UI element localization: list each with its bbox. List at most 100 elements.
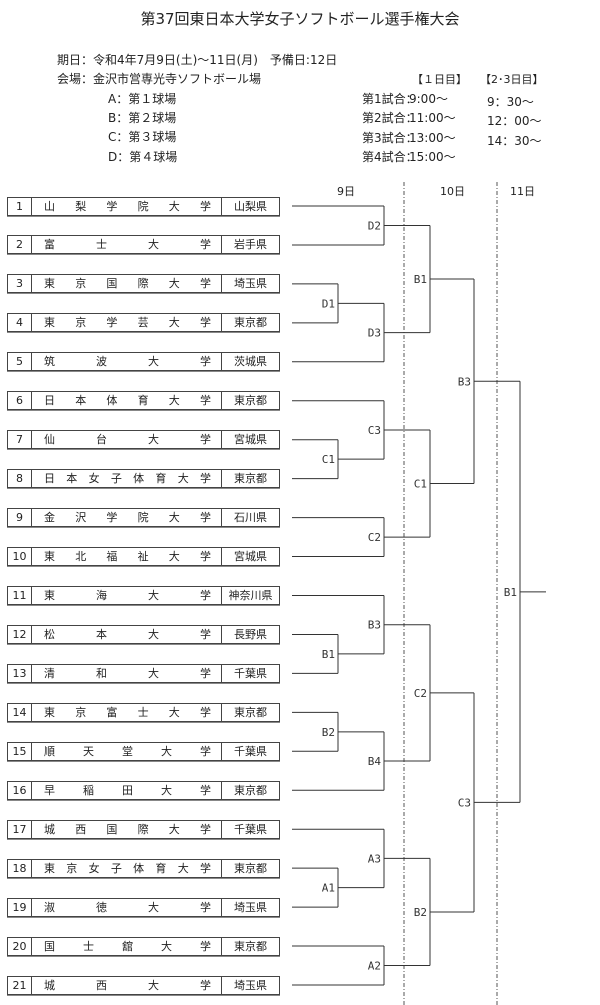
team-prefecture: 東京都 [234, 939, 267, 953]
team-row: 19 淑徳大学 埼玉県 [7, 897, 280, 917]
team-name: 国士舘大学 [32, 937, 222, 955]
team-prefecture: 宮城県 [234, 550, 267, 564]
team-number: 5 [8, 353, 32, 371]
match-label: D2 [368, 219, 381, 232]
team-prefecture: 宮城県 [234, 433, 267, 447]
game-time-day1: 15:00～ [409, 149, 456, 164]
match-label: A2 [368, 960, 381, 973]
team-row: 2 富士大学 岩手県 [7, 235, 280, 255]
match-label: B1 [322, 648, 335, 661]
day1-header: 【１日目】 [412, 73, 467, 86]
team-row: 3 東京国際大学 埼玉県 [7, 274, 280, 294]
team-name: 清和大学 [32, 664, 222, 682]
team-name: 日本体育大学 [32, 392, 222, 410]
team-prefecture: 岩手県 [234, 238, 267, 252]
match-label: B1 [504, 586, 517, 599]
team-prefecture: 埼玉県 [234, 277, 267, 291]
team-number: 4 [8, 314, 32, 332]
match-label: B4 [368, 755, 382, 768]
team-name: 東京国際大学 [32, 275, 222, 293]
field-b: B：第２球場 [108, 111, 177, 125]
team-row: 1 山梨学院大学 山梨県 [7, 196, 280, 216]
team-row: 13 清和大学 千葉県 [7, 663, 280, 683]
match-label: B3 [368, 619, 381, 632]
team-name: 東北福祉大学 [32, 548, 222, 566]
match-label: D3 [368, 327, 381, 340]
team-name: 松本大学 [32, 625, 222, 643]
team-row: 18 東京女子体育大学 東京都 [7, 858, 280, 878]
day-header-10: 10日 [440, 185, 465, 198]
team-row: 9 金沢学院大学 石川県 [7, 508, 280, 528]
team-name: 日本女子体育大学 [32, 470, 222, 488]
team-number: 8 [8, 470, 32, 488]
match-label: C1 [322, 453, 335, 466]
game-label: 第2試合： [362, 111, 418, 126]
team-row: 11 東海大学 神奈川県 [7, 586, 280, 605]
game-label: 第4試合： [362, 149, 418, 164]
field-c: C：第３球場 [108, 130, 177, 144]
match-label: B3 [458, 375, 471, 388]
team-row: 4 東京学芸大学 東京都 [7, 313, 280, 333]
game-time-day1: 11:00～ [409, 111, 456, 126]
team-number: 11 [8, 587, 32, 604]
team-name: 順天堂大学 [32, 742, 222, 760]
team-number: 7 [8, 431, 32, 449]
match-label: C3 [458, 796, 471, 809]
team-prefecture: 埼玉県 [234, 978, 267, 992]
game-time-day1: 13:00～ [409, 130, 456, 145]
team-row: 17 城西国際大学 千葉県 [7, 819, 280, 839]
team-row: 20 国士舘大学 東京都 [7, 936, 280, 956]
match-label: B1 [414, 273, 427, 286]
team-prefecture: 東京都 [234, 316, 267, 330]
field-a: A：第１球場 [108, 92, 177, 106]
team-row: 15 順天堂大学 千葉県 [7, 741, 280, 761]
page-title: 第37回東日本大学女子ソフトボール選手権大会 [140, 10, 460, 28]
team-prefecture: 茨城県 [234, 355, 267, 369]
team-number: 9 [8, 509, 32, 527]
team-number: 15 [8, 742, 32, 760]
match-label: A1 [322, 882, 335, 895]
team-row: 8 日本女子体育大学 東京都 [7, 469, 280, 489]
team-row: 10 東北福祉大学 宮城県 [7, 547, 280, 567]
game-time-day1: 9:00～ [409, 92, 448, 106]
team-prefecture: 千葉県 [234, 666, 267, 680]
match-label: C3 [368, 424, 381, 437]
team-name: 筑波大学 [32, 353, 222, 371]
team-name: 東京富士大学 [32, 703, 222, 721]
team-row: 6 日本体育大学 東京都 [7, 391, 280, 411]
team-name: 城西大学 [32, 976, 222, 994]
team-prefecture: 東京都 [234, 861, 267, 875]
team-name: 東海大学 [32, 587, 222, 604]
team-name: 城西国際大学 [32, 820, 222, 838]
team-number: 20 [8, 937, 32, 955]
game-label: 第3試合： [362, 130, 418, 145]
team-number: 19 [8, 898, 32, 916]
game-label: 第1試合： [362, 92, 418, 106]
team-number: 6 [8, 392, 32, 410]
team-number: 12 [8, 625, 32, 643]
team-prefecture: 千葉県 [234, 822, 267, 836]
team-number: 13 [8, 664, 32, 682]
team-prefecture: 石川県 [234, 511, 267, 525]
team-prefecture: 東京都 [234, 472, 267, 486]
match-label: B2 [322, 726, 335, 739]
team-number: 21 [8, 976, 32, 994]
match-label: C2 [368, 531, 381, 544]
team-row: 7 仙台大学 宮城県 [7, 430, 280, 450]
event-venue: 会場：金沢市営専光寺ソフトボール場 [57, 72, 262, 86]
team-name: 早稲田大学 [32, 781, 222, 799]
team-prefecture: 東京都 [234, 705, 267, 719]
match-label: C1 [414, 478, 427, 491]
team-prefecture: 東京都 [234, 783, 267, 797]
team-number: 1 [8, 197, 32, 215]
team-number: 18 [8, 859, 32, 877]
team-number: 14 [8, 703, 32, 721]
team-prefecture: 山梨県 [234, 199, 267, 213]
event-dates: 期日：令和4年7月9日(土)～11日(月) 予備日:12日 [57, 53, 338, 67]
team-number: 17 [8, 820, 32, 838]
team-row: 21 城西大学 埼玉県 [7, 975, 280, 995]
team-number: 3 [8, 275, 32, 293]
team-row: 12 松本大学 長野県 [7, 624, 280, 644]
team-name: 淑徳大学 [32, 898, 222, 916]
